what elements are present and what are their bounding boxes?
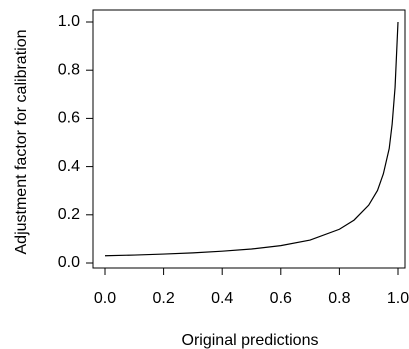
y-axis-title: Adjustment factor for calibration	[13, 30, 30, 255]
y-tick-label: 0.2	[58, 206, 80, 223]
y-tick-label: 0.6	[58, 110, 80, 127]
x-tick-label: 0.0	[94, 290, 116, 307]
y-tick-label: 0.4	[58, 158, 80, 175]
calibration-curve	[104, 21, 399, 257]
y-tick-label: 0.8	[58, 61, 80, 78]
x-axis-title: Original predictions	[182, 332, 319, 349]
x-tick-label: 0.8	[328, 290, 350, 307]
x-tick-label: 0.4	[211, 290, 233, 307]
y-tick-label: 0.0	[58, 254, 80, 271]
x-ticks: 0.0 0.2 0.4 0.6 0.8 1.0	[94, 268, 409, 307]
plot-box	[92, 9, 406, 269]
y-ticks: 0.0 0.2 0.4 0.6 0.8 1.0	[58, 13, 93, 271]
x-tick-label: 0.6	[270, 290, 292, 307]
y-tick-label: 1.0	[58, 13, 80, 30]
x-tick-label: 0.2	[152, 290, 174, 307]
x-tick-label: 1.0	[387, 290, 409, 307]
